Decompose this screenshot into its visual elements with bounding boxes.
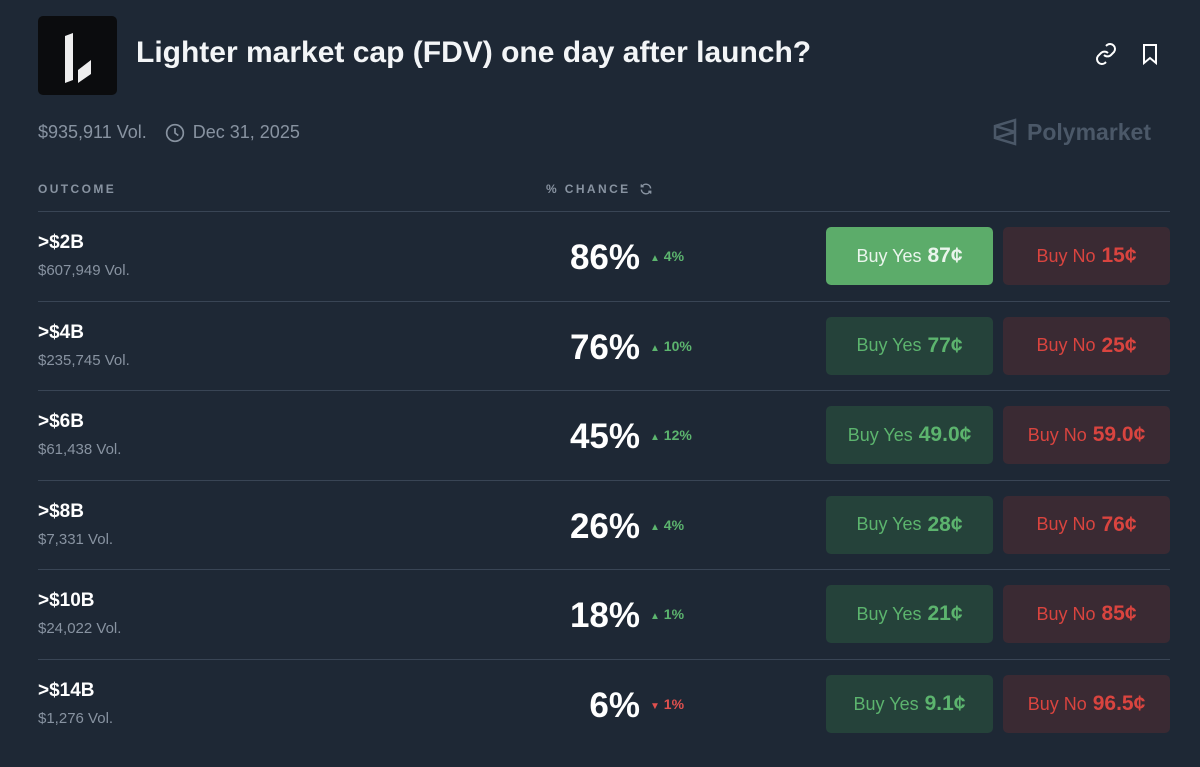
outcome-row[interactable]: >$2B $607,949 Vol. 86% ▲ 4% Buy Yes 87¢ B…: [38, 211, 1170, 301]
outcome-row[interactable]: >$6B $61,438 Vol. 45% ▲ 12% Buy Yes 49.0¢…: [38, 390, 1170, 480]
outcome-volume: $61,438 Vol.: [38, 441, 122, 459]
page-title: Lighter market cap (FDV) one day after l…: [136, 36, 812, 69]
triangle-up-icon: ▲: [650, 342, 660, 354]
chance-change: ▼ 1%: [650, 696, 685, 712]
outcome-volume: $1,276 Vol.: [38, 710, 114, 727]
market-logo: [38, 16, 117, 95]
chance-column-header: % CHANCE: [546, 182, 631, 196]
buy-yes-button[interactable]: Buy Yes 9.1¢: [826, 675, 993, 733]
outcome-chance: 45%: [569, 417, 640, 457]
outcome-volume: $24,022 Vol.: [38, 620, 122, 638]
outcome-chance: 26%: [569, 506, 640, 546]
outcome-volume: $7,331 Vol.: [38, 530, 114, 548]
outcome-chance: 76%: [569, 327, 640, 367]
bookmark-icon[interactable]: [1138, 42, 1162, 66]
brand-name: Polymarket: [1027, 118, 1152, 145]
outcome-name: >$14B: [38, 680, 95, 701]
outcome-chance: 18%: [569, 596, 640, 636]
buy-yes-button[interactable]: Buy Yes 87¢: [826, 227, 993, 285]
outcome-chance: 6%: [589, 686, 640, 725]
clock-icon: [165, 123, 184, 142]
triangle-up-icon: ▲: [650, 611, 660, 623]
triangle-up-icon: ▲: [650, 432, 660, 444]
lighter-logo-icon: [65, 33, 91, 83]
triangle-down-icon: ▼: [650, 701, 660, 712]
buy-no-button[interactable]: Buy No 59.0¢: [1003, 406, 1170, 465]
market-meta: $935,911 Vol. Dec 31, 2025: [38, 122, 300, 143]
link-icon[interactable]: [1094, 42, 1118, 66]
outcome-row[interactable]: >$8B $7,331 Vol. 26% ▲ 4% Buy Yes 28¢ Buy…: [38, 479, 1170, 570]
outcome-name: >$2B: [38, 232, 84, 253]
chance-change: ▲ 4%: [650, 248, 685, 264]
refresh-icon[interactable]: [639, 182, 653, 196]
outcome-name: >$10B: [38, 590, 95, 612]
outcome-name: >$8B: [38, 500, 84, 522]
buy-no-button[interactable]: Buy No 15¢: [1003, 227, 1170, 285]
total-volume: $935,911 Vol.: [38, 122, 147, 142]
chance-change: ▲ 4%: [650, 516, 685, 533]
buy-yes-button[interactable]: Buy Yes 21¢: [826, 585, 993, 644]
buy-yes-button[interactable]: Buy Yes 77¢: [826, 316, 993, 375]
buy-no-button[interactable]: Buy No 76¢: [1003, 495, 1170, 554]
buy-yes-button[interactable]: Buy Yes 49.0¢: [826, 406, 993, 465]
outcome-volume: $607,949 Vol.: [38, 262, 130, 279]
polymarket-logo-icon: [993, 118, 1017, 146]
chance-change: ▲ 1%: [650, 606, 685, 623]
triangle-up-icon: ▲: [650, 521, 660, 533]
buy-no-button[interactable]: Buy No 96.5¢: [1003, 675, 1170, 733]
outcome-row[interactable]: >$4B $235,745 Vol. 76% ▲ 10% Buy Yes 77¢ …: [38, 300, 1170, 391]
chance-change: ▲ 10%: [650, 337, 692, 354]
outcome-column-header: OUTCOME: [38, 182, 117, 196]
outcome-row[interactable]: >$14B $1,276 Vol. 6% ▼ 1% Buy Yes 9.1¢ Bu…: [38, 659, 1170, 749]
outcome-name: >$4B: [38, 321, 84, 343]
buy-no-button[interactable]: Buy No 85¢: [1003, 585, 1170, 644]
polymarket-brand: Polymarket: [993, 118, 1151, 146]
outcome-chance: 86%: [569, 238, 640, 277]
buy-yes-button[interactable]: Buy Yes 28¢: [826, 495, 993, 554]
outcome-name: >$6B: [38, 411, 84, 433]
buy-no-button[interactable]: Buy No 25¢: [1003, 316, 1170, 375]
outcome-volume: $235,745 Vol.: [38, 351, 130, 369]
outcome-row[interactable]: >$10B $24,022 Vol. 18% ▲ 1% Buy Yes 21¢ B…: [38, 569, 1170, 659]
end-date: Dec 31, 2025: [192, 122, 300, 142]
chance-change: ▲ 12%: [650, 427, 692, 444]
triangle-up-icon: ▲: [650, 253, 660, 264]
